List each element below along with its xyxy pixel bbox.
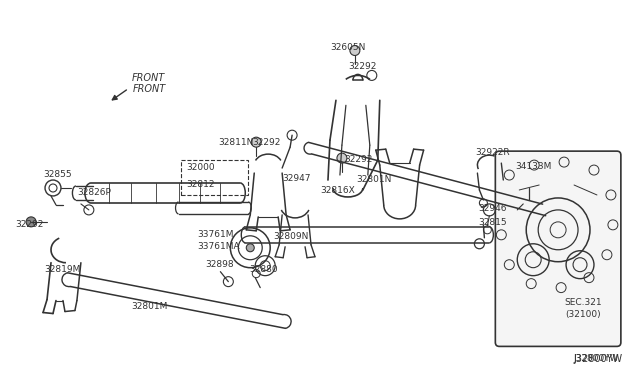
Text: 32898: 32898 (205, 260, 234, 269)
Text: 32292: 32292 (348, 62, 376, 71)
Text: 32812: 32812 (186, 180, 215, 189)
Text: 32815: 32815 (479, 218, 507, 227)
Circle shape (350, 45, 360, 55)
Text: 32801N: 32801N (356, 175, 391, 184)
Text: 32292: 32292 (344, 155, 372, 164)
Text: 33761MA: 33761MA (198, 242, 240, 251)
Text: 32292: 32292 (15, 220, 44, 229)
Text: FRONT: FRONT (132, 73, 165, 83)
Circle shape (246, 244, 254, 252)
Text: 32811N: 32811N (218, 138, 253, 147)
FancyBboxPatch shape (495, 151, 621, 346)
Text: 33761M: 33761M (198, 230, 234, 239)
Text: 34133M: 34133M (515, 162, 552, 171)
Bar (180, 160, 248, 195)
Text: J32800YW: J32800YW (573, 355, 618, 363)
Text: 32819M: 32819M (44, 265, 81, 274)
Circle shape (337, 153, 347, 163)
Text: FRONT: FRONT (132, 84, 166, 94)
Text: (32100): (32100) (565, 310, 601, 318)
Text: 32922R: 32922R (476, 148, 510, 157)
Text: 32947: 32947 (282, 174, 310, 183)
Text: 32605N: 32605N (330, 42, 365, 52)
Text: 32946: 32946 (479, 204, 507, 213)
Text: SEC.321: SEC.321 (564, 298, 602, 307)
Text: 32292: 32292 (252, 138, 280, 147)
Text: 32801M: 32801M (132, 302, 168, 311)
Text: 32809N: 32809N (273, 232, 308, 241)
Text: 32816X: 32816X (320, 186, 355, 195)
Circle shape (26, 217, 36, 227)
Text: 32826P: 32826P (77, 188, 111, 197)
Circle shape (252, 137, 261, 147)
Text: 32855: 32855 (43, 170, 72, 179)
Text: 32000: 32000 (186, 163, 215, 172)
Text: 32880: 32880 (249, 265, 278, 274)
Text: J32800YW: J32800YW (573, 355, 622, 364)
